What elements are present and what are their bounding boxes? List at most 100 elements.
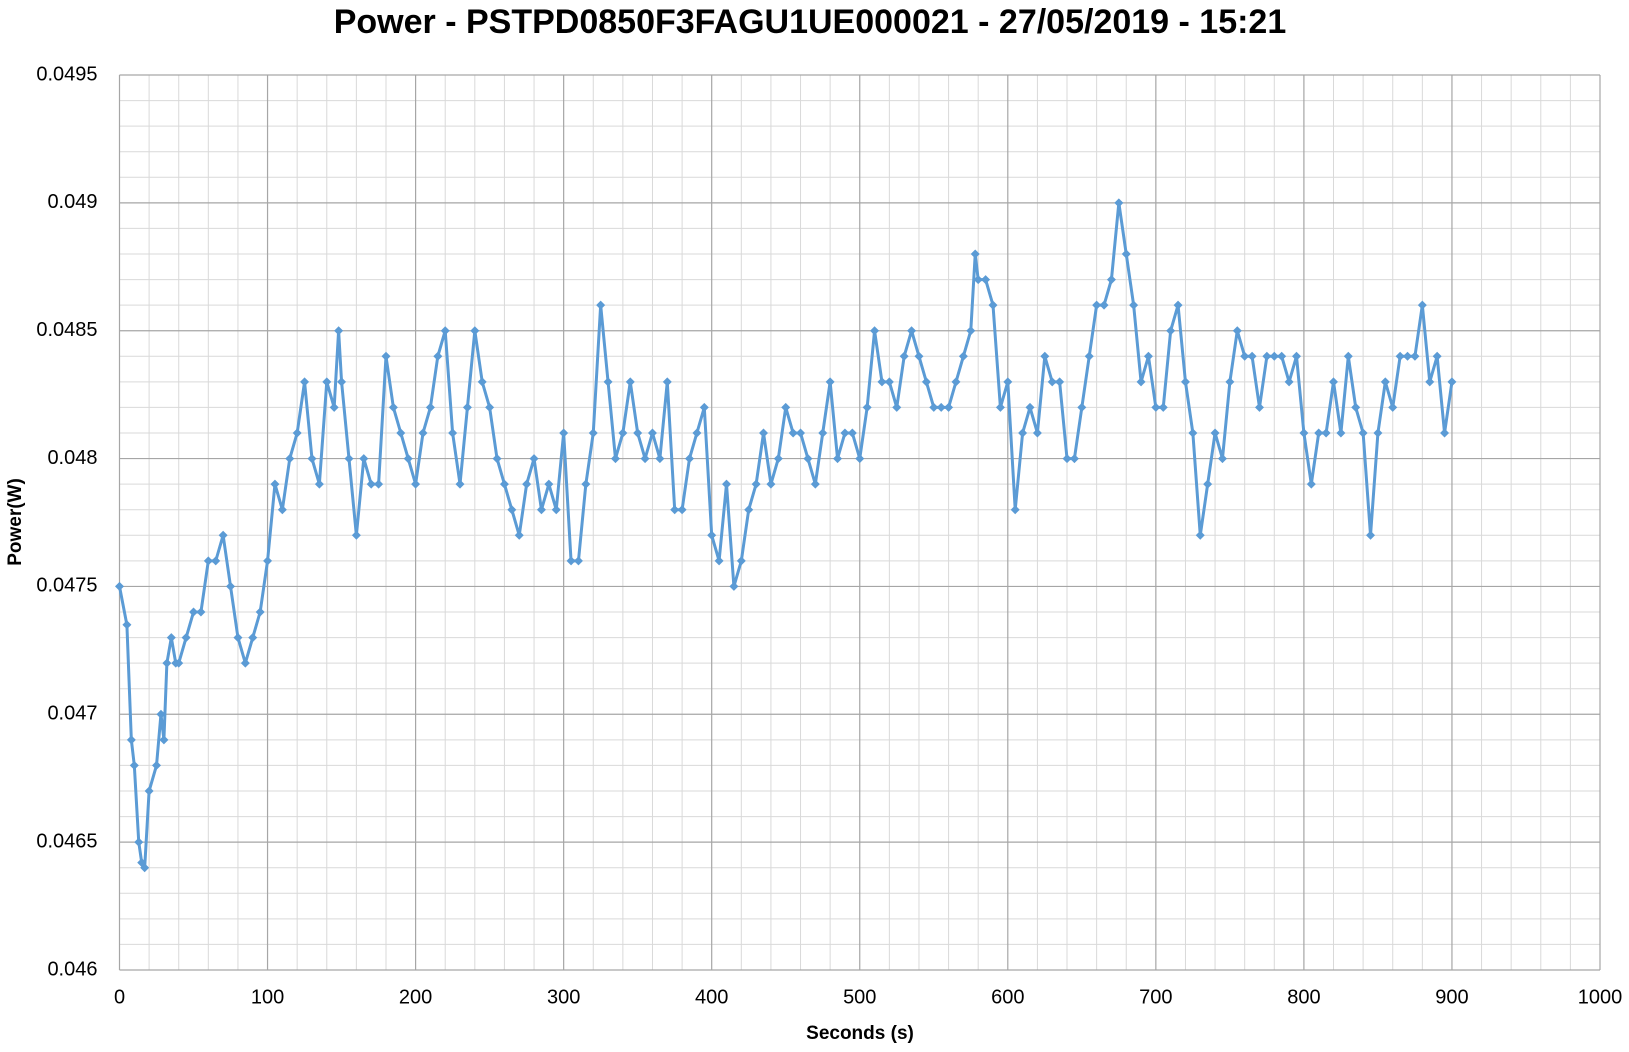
data-point [647, 428, 657, 438]
data-point [1299, 428, 1309, 438]
data-point [699, 402, 709, 412]
data-point [140, 863, 150, 873]
data-point [344, 454, 354, 464]
y-tick-label: 0.046 [47, 958, 97, 980]
data-point [1232, 326, 1242, 336]
data-point [189, 607, 199, 617]
data-point [1329, 377, 1339, 387]
x-tick-label: 500 [843, 986, 876, 1008]
data-point [958, 351, 968, 361]
data-point [381, 351, 391, 361]
data-point [425, 402, 435, 412]
x-tick-label: 100 [251, 986, 284, 1008]
data-point [440, 326, 450, 336]
data-point [522, 479, 532, 489]
data-point [374, 479, 384, 489]
x-tick-label: 900 [1435, 986, 1468, 1008]
data-point [240, 658, 250, 668]
data-point [300, 377, 310, 387]
data-point [847, 428, 857, 438]
x-tick-label: 1000 [1578, 986, 1623, 1008]
data-point [1062, 454, 1072, 464]
data-point [152, 760, 162, 770]
data-point [1121, 249, 1131, 259]
data-point [156, 709, 166, 719]
data-point [1336, 428, 1346, 438]
data-point [334, 326, 344, 336]
data-point [751, 479, 761, 489]
x-tick-label: 700 [1139, 986, 1172, 1008]
data-point [477, 377, 487, 387]
data-point [981, 275, 991, 285]
data-point [292, 428, 302, 438]
y-tick-label: 0.0465 [36, 830, 97, 852]
data-point [307, 454, 317, 464]
data-point [403, 454, 413, 464]
data-point [529, 454, 539, 464]
data-point [1099, 300, 1109, 310]
data-point [418, 428, 428, 438]
data-point [759, 428, 769, 438]
data-point [536, 505, 546, 515]
data-point [462, 402, 472, 412]
data-point [159, 735, 169, 745]
data-point [329, 402, 339, 412]
data-point [970, 249, 980, 259]
x-tick-label: 300 [547, 986, 580, 1008]
data-point [507, 505, 517, 515]
data-point [134, 837, 144, 847]
data-point [677, 505, 687, 515]
data-point [1425, 377, 1435, 387]
y-tick-label: 0.0495 [36, 63, 97, 85]
data-point [255, 607, 265, 617]
data-point [1084, 351, 1094, 361]
data-point [714, 556, 724, 566]
data-point [736, 556, 746, 566]
data-point [551, 505, 561, 515]
data-point [1247, 351, 1257, 361]
data-point [603, 377, 613, 387]
x-tick-label: 800 [1287, 986, 1320, 1008]
data-point [1143, 351, 1153, 361]
data-point [455, 479, 465, 489]
data-point [559, 428, 569, 438]
data-point [359, 454, 369, 464]
data-point [1173, 300, 1183, 310]
data-point [1158, 402, 1168, 412]
data-point [396, 428, 406, 438]
y-tick-label: 0.0485 [36, 319, 97, 341]
data-point [1210, 428, 1220, 438]
data-point [870, 326, 880, 336]
y-tick-label: 0.0475 [36, 575, 97, 597]
data-point [840, 428, 850, 438]
data-point [314, 479, 324, 489]
data-point [277, 505, 287, 515]
data-point [233, 633, 243, 643]
data-point [166, 633, 176, 643]
data-point [285, 454, 295, 464]
data-point [966, 326, 976, 336]
data-point [766, 479, 776, 489]
data-point [1366, 530, 1376, 540]
data-point [492, 454, 502, 464]
x-tick-label: 0 [114, 986, 125, 1008]
data-point [162, 658, 172, 668]
data-point [1166, 326, 1176, 336]
data-point [1321, 428, 1331, 438]
data-point [203, 556, 213, 566]
data-point [270, 479, 280, 489]
data-point [995, 402, 1005, 412]
data-point [1395, 351, 1405, 361]
data-point [1284, 377, 1294, 387]
data-point [973, 275, 983, 285]
data-point [833, 454, 843, 464]
x-axis-title: Seconds (s) [806, 1023, 914, 1044]
data-point [1343, 351, 1353, 361]
data-point [337, 377, 347, 387]
data-point [499, 479, 509, 489]
data-point [366, 479, 376, 489]
data-point [144, 786, 154, 796]
data-point [825, 377, 835, 387]
data-point [1277, 351, 1287, 361]
